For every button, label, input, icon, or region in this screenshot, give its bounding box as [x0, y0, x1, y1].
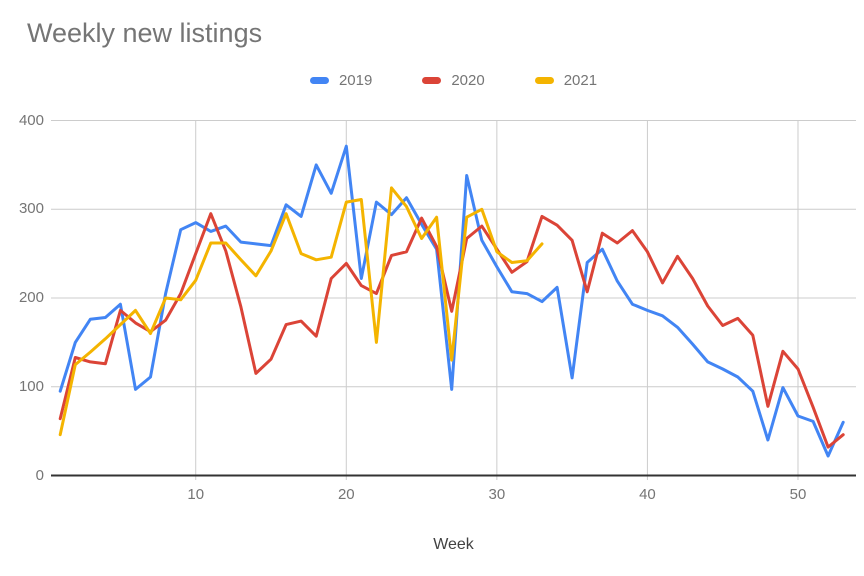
series-line-2020[interactable] — [58, 212, 845, 449]
legend-item-2020[interactable]: 2020 — [422, 72, 485, 89]
legend-swatch-2020-icon — [422, 77, 442, 84]
x-tick-label-20: 20 — [337, 485, 355, 503]
legend-label-2019: 2019 — [338, 72, 373, 89]
series-line-2021[interactable] — [58, 186, 544, 437]
legend-label-2021: 2021 — [563, 72, 598, 89]
x-tick-label-10: 10 — [187, 485, 205, 503]
legend-item-2019[interactable]: 2019 — [309, 72, 373, 89]
y-tick-label-100: 100 — [18, 377, 44, 395]
legend-item-2021[interactable]: 2021 — [534, 72, 598, 89]
y-tick-label-400: 400 — [18, 111, 44, 129]
y-tick-label-300: 300 — [18, 200, 44, 218]
chart-legend: 2019 2020 2021 — [51, 72, 856, 89]
x-tick-label-50: 50 — [789, 485, 807, 503]
y-tick-label-0: 0 — [35, 466, 44, 484]
x-tick-label-40: 40 — [639, 485, 656, 503]
legend-swatch-2021-icon — [534, 77, 554, 84]
x-tick-label-30: 30 — [488, 485, 506, 503]
y-tick-label-200: 200 — [18, 289, 44, 306]
series-line-2019[interactable] — [58, 144, 845, 458]
legend-swatch-2019-icon — [309, 77, 329, 84]
x-axis-title: Week — [433, 536, 474, 553]
legend-label-2020: 2020 — [451, 72, 485, 89]
chart-title: Weekly new listings — [27, 18, 263, 48]
